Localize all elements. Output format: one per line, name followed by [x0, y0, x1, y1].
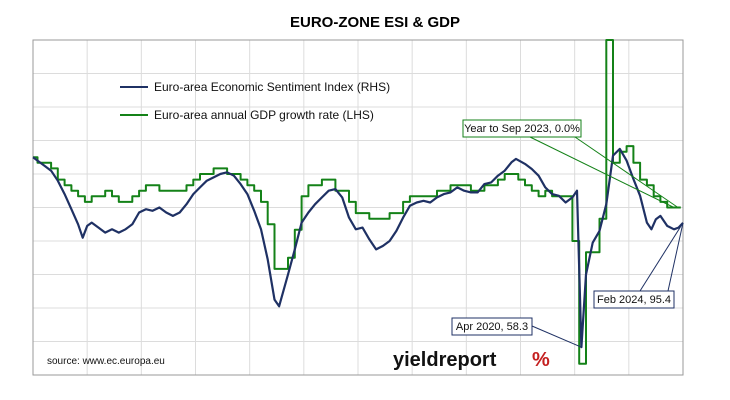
- chart-title: EURO-ZONE ESI & GDP: [290, 14, 460, 31]
- brand-logo: yieldreport %: [393, 349, 550, 371]
- series-layer: [32, 39, 684, 365]
- series-line-gdp: [33, 39, 681, 365]
- annotation-text-esi-low: Apr 2020, 58.3: [456, 321, 528, 333]
- annotation-leader-esi-latest: [639, 222, 684, 292]
- brand-percent-symbol: %: [532, 349, 550, 371]
- annotation-leader-gdp: [529, 136, 675, 208]
- annotation-leader-esi-low: [531, 325, 582, 348]
- annotation-box-esi-latest: [593, 290, 675, 309]
- source-note: source: www.ec.europa.eu: [47, 356, 165, 367]
- series-line-esi: [32, 147, 684, 349]
- annotation-box-esi-low: [451, 317, 533, 336]
- legend-label-esi: Euro-area Economic Sentiment Index (RHS): [154, 80, 390, 94]
- annotation-text-gdp: Year to Sep 2023, 0.0%: [464, 123, 580, 135]
- legend-label-gdp: Euro-area annual GDP growth rate (LHS): [154, 108, 374, 122]
- annotation-leader-gdp-secondary: [574, 136, 679, 208]
- brand-wordmark: yieldreport: [393, 349, 497, 371]
- annotation-text-esi-latest: Feb 2024, 95.4: [597, 294, 671, 306]
- annotation-leader-esi-latest-secondary: [667, 222, 684, 292]
- legend: Euro-area Economic Sentiment Index (RHS)…: [120, 80, 390, 122]
- annotation-box-gdp: [462, 119, 582, 138]
- annotations: Year to Sep 2023, 0.0% Feb 2024, 95.4 Ap…: [451, 119, 684, 348]
- plot-area-frame: [32, 39, 684, 376]
